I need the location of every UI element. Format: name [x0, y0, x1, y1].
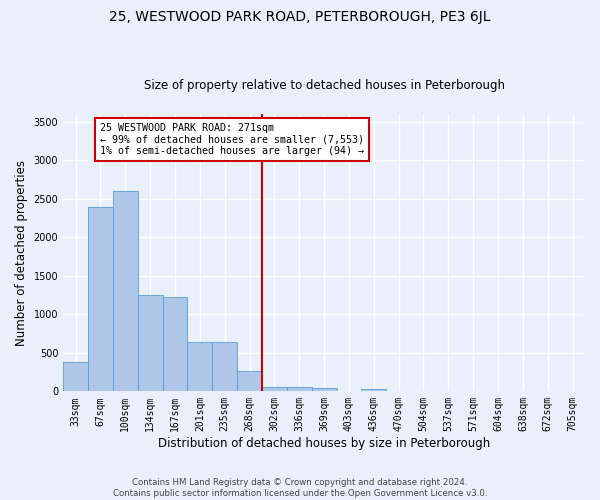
Bar — [212, 342, 237, 392]
Bar — [262, 387, 287, 392]
Text: 25, WESTWOOD PARK ROAD, PETERBOROUGH, PE3 6JL: 25, WESTWOOD PARK ROAD, PETERBOROUGH, PE… — [109, 10, 491, 24]
Text: 25 WESTWOOD PARK ROAD: 271sqm
← 99% of detached houses are smaller (7,553)
1% of: 25 WESTWOOD PARK ROAD: 271sqm ← 99% of d… — [100, 123, 364, 156]
Bar — [138, 295, 163, 392]
Bar — [163, 296, 187, 392]
Bar — [88, 207, 113, 392]
Bar — [63, 362, 88, 392]
Title: Size of property relative to detached houses in Peterborough: Size of property relative to detached ho… — [143, 79, 505, 92]
Bar — [113, 191, 138, 392]
Bar — [187, 342, 212, 392]
Bar — [287, 387, 311, 392]
Y-axis label: Number of detached properties: Number of detached properties — [15, 160, 28, 346]
Bar — [361, 389, 386, 392]
X-axis label: Distribution of detached houses by size in Peterborough: Distribution of detached houses by size … — [158, 437, 490, 450]
Bar — [311, 388, 337, 392]
Bar — [237, 372, 262, 392]
Text: Contains HM Land Registry data © Crown copyright and database right 2024.
Contai: Contains HM Land Registry data © Crown c… — [113, 478, 487, 498]
